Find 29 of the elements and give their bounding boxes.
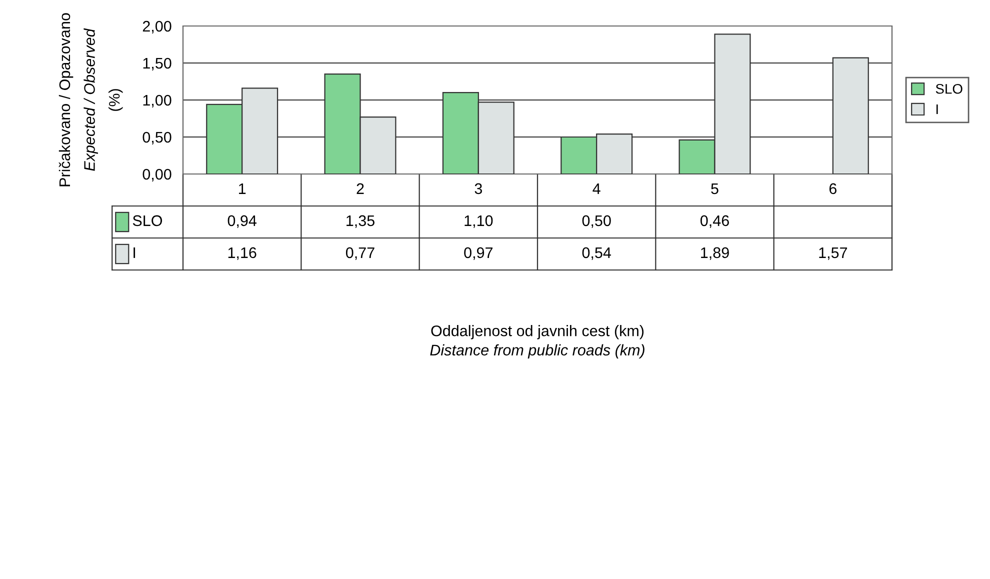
data-label: 1,57 [819, 247, 848, 260]
text: I [134, 247, 136, 258]
y-tick-label: 0,50 [142, 132, 172, 144]
x-tick-label: 1 [239, 183, 246, 194]
y-tick-label: 0,00 [142, 168, 172, 182]
x-tick-label: 5 [711, 183, 718, 194]
text: SLO [936, 84, 962, 94]
x-tick-label: 4 [592, 183, 600, 194]
y-tick-label: 1,00 [143, 94, 172, 108]
x-tick-label: 2 [356, 183, 364, 194]
data-label: 0,46 [700, 215, 729, 228]
text: Oddaljenost od javnih cest (km) [431, 325, 644, 340]
y-axis-title: Pričakovano / Opazovano Expected / Observed (%) [58, 13, 123, 186]
data-label: 1,35 [346, 215, 374, 228]
y-tick-label: 2,00 [142, 20, 172, 34]
text: Distance from public roads (km) [430, 344, 644, 359]
data-label: 0,94 [228, 215, 257, 228]
legend-label: I [936, 104, 938, 114]
data-label: 0,50 [582, 215, 611, 228]
data-label: 1,16 [228, 247, 256, 260]
data-label: 0,54 [582, 247, 612, 260]
y-tick-label: 1,50 [143, 58, 172, 70]
data-label: 1,10 [464, 215, 493, 228]
data-label: 0,77 [346, 247, 374, 260]
data-label: 0,97 [464, 247, 493, 260]
x-tick-label: 6 [829, 183, 836, 194]
x-tick-label: 3 [474, 183, 482, 194]
data-label: 1,89 [701, 247, 729, 260]
legend-label: SLO [132, 215, 162, 226]
